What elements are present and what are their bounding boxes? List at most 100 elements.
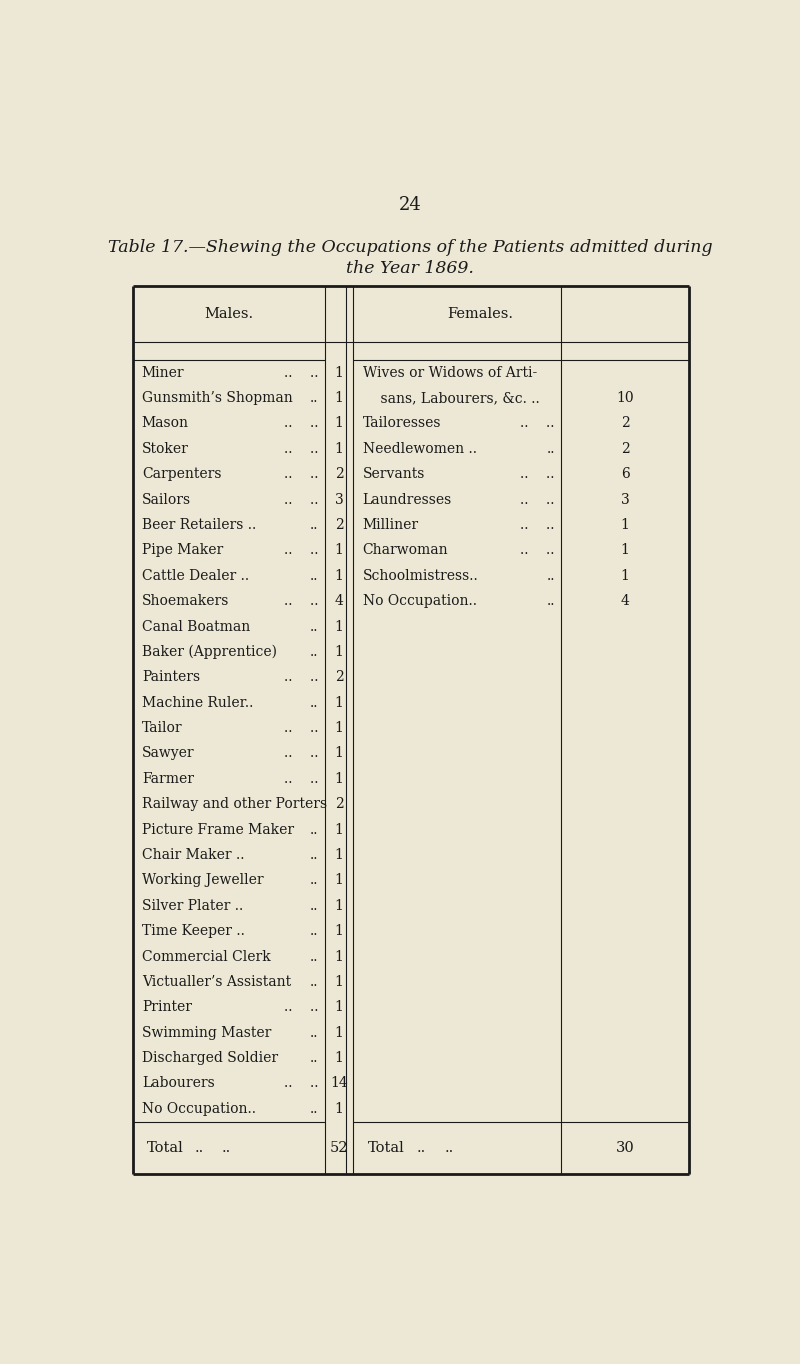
Text: ..    ..: .. .. bbox=[284, 468, 318, 481]
Text: ..    ..: .. .. bbox=[521, 416, 555, 431]
Text: 1: 1 bbox=[334, 645, 343, 659]
Text: 1: 1 bbox=[334, 899, 343, 913]
Text: ..: .. bbox=[310, 873, 318, 888]
Text: Females.: Females. bbox=[447, 307, 514, 321]
Text: Servants: Servants bbox=[362, 468, 425, 481]
Text: ..    ..: .. .. bbox=[284, 366, 318, 379]
Text: Shoemakers: Shoemakers bbox=[142, 595, 230, 608]
Text: Cattle Dealer ..: Cattle Dealer .. bbox=[142, 569, 249, 582]
Text: 30: 30 bbox=[616, 1140, 634, 1155]
Text: No Occupation..: No Occupation.. bbox=[142, 1102, 256, 1116]
Text: Discharged Soldier: Discharged Soldier bbox=[142, 1052, 278, 1065]
Text: Total: Total bbox=[146, 1140, 183, 1155]
Text: 1: 1 bbox=[334, 975, 343, 989]
Text: Victualler’s Assistant: Victualler’s Assistant bbox=[142, 975, 291, 989]
Text: 3: 3 bbox=[621, 492, 630, 506]
Text: 2: 2 bbox=[621, 416, 630, 431]
Text: 2: 2 bbox=[334, 518, 343, 532]
Text: Laundresses: Laundresses bbox=[362, 492, 452, 506]
Text: Needlewomen ..: Needlewomen .. bbox=[362, 442, 477, 456]
Text: Males.: Males. bbox=[204, 307, 254, 321]
Text: Schoolmistress..: Schoolmistress.. bbox=[362, 569, 478, 582]
Text: 1: 1 bbox=[334, 925, 343, 938]
Text: ..    ..: .. .. bbox=[284, 722, 318, 735]
Text: ..: .. bbox=[310, 848, 318, 862]
Text: 4: 4 bbox=[621, 595, 630, 608]
Text: Wives or Widows of Arti-: Wives or Widows of Arti- bbox=[362, 366, 537, 379]
Text: ..: .. bbox=[194, 1140, 204, 1155]
Text: 1: 1 bbox=[334, 722, 343, 735]
Text: ..    ..: .. .. bbox=[284, 442, 318, 456]
Text: No Occupation..: No Occupation.. bbox=[362, 595, 477, 608]
Text: 1: 1 bbox=[334, 391, 343, 405]
Text: ..: .. bbox=[310, 645, 318, 659]
Text: Swimming Master: Swimming Master bbox=[142, 1026, 271, 1039]
Text: Silver Plater ..: Silver Plater .. bbox=[142, 899, 243, 913]
Text: 1: 1 bbox=[334, 1052, 343, 1065]
Text: 14: 14 bbox=[330, 1076, 348, 1090]
Text: 1: 1 bbox=[334, 1026, 343, 1039]
Text: ..: .. bbox=[310, 1052, 318, 1065]
Text: Canal Boatman: Canal Boatman bbox=[142, 619, 250, 633]
Text: 1: 1 bbox=[334, 416, 343, 431]
Text: Charwoman: Charwoman bbox=[362, 543, 448, 558]
Text: Machine Ruler..: Machine Ruler.. bbox=[142, 696, 254, 709]
Text: 6: 6 bbox=[621, 468, 630, 481]
Text: sans, Labourers, &c. ..: sans, Labourers, &c. .. bbox=[362, 391, 539, 405]
Text: Baker (Apprentice): Baker (Apprentice) bbox=[142, 645, 277, 659]
Text: ..: .. bbox=[310, 569, 318, 582]
Text: Sawyer: Sawyer bbox=[142, 746, 194, 761]
Text: ..: .. bbox=[310, 899, 318, 913]
Text: ..    ..: .. .. bbox=[284, 746, 318, 761]
Text: Total: Total bbox=[367, 1140, 404, 1155]
Text: ..: .. bbox=[310, 619, 318, 633]
Text: Carpenters: Carpenters bbox=[142, 468, 222, 481]
Text: Working Jeweller: Working Jeweller bbox=[142, 873, 263, 888]
Text: ..: .. bbox=[310, 975, 318, 989]
Text: 1: 1 bbox=[334, 873, 343, 888]
Text: ..    ..: .. .. bbox=[284, 1076, 318, 1090]
Text: 10: 10 bbox=[616, 391, 634, 405]
Text: 1: 1 bbox=[334, 543, 343, 558]
Text: ..    ..: .. .. bbox=[284, 543, 318, 558]
Text: 2: 2 bbox=[621, 442, 630, 456]
Text: Tailor: Tailor bbox=[142, 722, 182, 735]
Text: ..: .. bbox=[417, 1140, 426, 1155]
Text: 24: 24 bbox=[398, 196, 422, 214]
Text: Pipe Maker: Pipe Maker bbox=[142, 543, 223, 558]
Text: 1: 1 bbox=[334, 569, 343, 582]
Text: 1: 1 bbox=[334, 366, 343, 379]
Text: Picture Frame Maker: Picture Frame Maker bbox=[142, 822, 294, 836]
Text: 4: 4 bbox=[334, 595, 343, 608]
Text: ..: .. bbox=[445, 1140, 454, 1155]
Text: 3: 3 bbox=[334, 492, 343, 506]
Text: Farmer: Farmer bbox=[142, 772, 194, 786]
Text: 1: 1 bbox=[621, 518, 630, 532]
Text: Table 17.—Shewing the Occupations of the Patients admitted during: Table 17.—Shewing the Occupations of the… bbox=[108, 239, 712, 256]
Text: Commercial Clerk: Commercial Clerk bbox=[142, 949, 270, 963]
Text: ..    ..: .. .. bbox=[521, 492, 555, 506]
Text: ..: .. bbox=[546, 595, 555, 608]
Text: 1: 1 bbox=[334, 1102, 343, 1116]
Text: 2: 2 bbox=[334, 468, 343, 481]
Text: 1: 1 bbox=[334, 442, 343, 456]
Text: ..: .. bbox=[310, 1026, 318, 1039]
Text: ..: .. bbox=[310, 925, 318, 938]
Text: ..: .. bbox=[310, 518, 318, 532]
Text: Labourers: Labourers bbox=[142, 1076, 214, 1090]
Text: 2: 2 bbox=[334, 797, 343, 812]
Text: ..    ..: .. .. bbox=[284, 416, 318, 431]
Text: 1: 1 bbox=[334, 619, 343, 633]
Text: Sailors: Sailors bbox=[142, 492, 191, 506]
Text: ..: .. bbox=[546, 569, 555, 582]
Text: Mason: Mason bbox=[142, 416, 189, 431]
Text: 1: 1 bbox=[334, 822, 343, 836]
Text: Miner: Miner bbox=[142, 366, 185, 379]
Text: ..: .. bbox=[310, 1102, 318, 1116]
Text: the Year 1869.: the Year 1869. bbox=[346, 261, 474, 277]
Text: ..: .. bbox=[222, 1140, 231, 1155]
Text: ..    ..: .. .. bbox=[284, 670, 318, 685]
Text: 1: 1 bbox=[334, 1000, 343, 1015]
Text: Chair Maker ..: Chair Maker .. bbox=[142, 848, 244, 862]
Text: 52: 52 bbox=[330, 1140, 348, 1155]
